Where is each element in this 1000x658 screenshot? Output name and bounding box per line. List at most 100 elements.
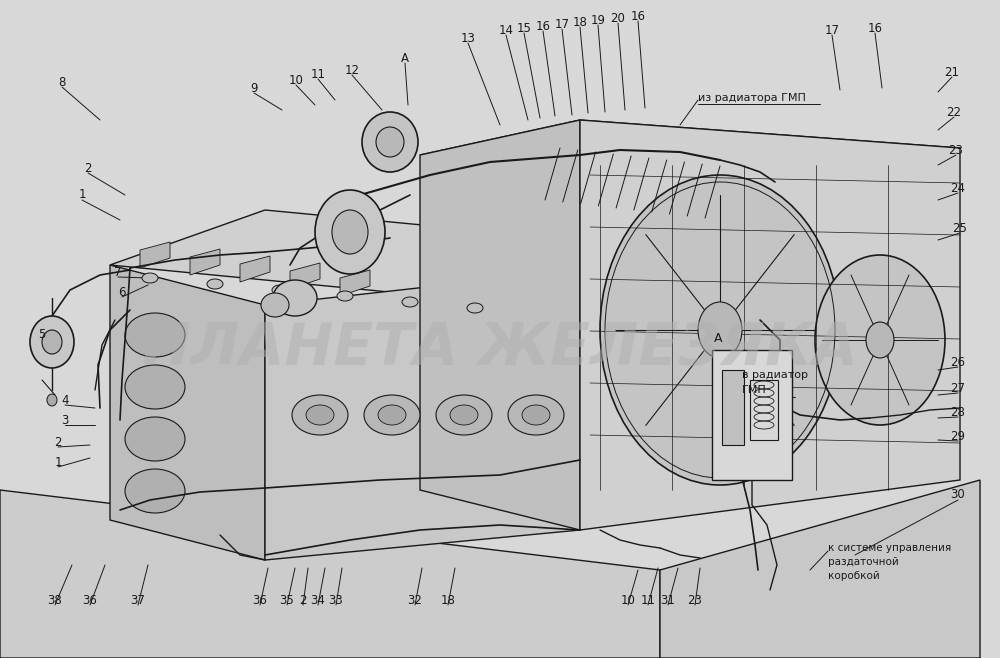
Ellipse shape (815, 255, 945, 425)
Text: 5: 5 (38, 328, 46, 342)
Ellipse shape (292, 395, 348, 435)
Text: 2: 2 (299, 594, 307, 607)
Text: 29: 29 (950, 430, 966, 442)
Text: 2: 2 (84, 161, 92, 174)
Bar (750, 380, 778, 440)
Text: 33: 33 (329, 594, 343, 607)
Text: 4: 4 (61, 393, 69, 407)
Ellipse shape (332, 210, 368, 254)
Ellipse shape (362, 112, 418, 172)
Ellipse shape (47, 394, 57, 406)
Text: из радиатора ГМП: из радиатора ГМП (698, 93, 806, 103)
Polygon shape (140, 242, 170, 268)
Text: 26: 26 (950, 355, 966, 368)
Polygon shape (190, 249, 220, 275)
Polygon shape (580, 120, 960, 530)
Polygon shape (110, 210, 580, 295)
Text: 11: 11 (640, 594, 656, 607)
Text: 17: 17 (554, 18, 570, 30)
Polygon shape (265, 270, 580, 560)
Text: 25: 25 (953, 222, 967, 234)
Polygon shape (420, 120, 580, 530)
Polygon shape (110, 265, 265, 560)
Text: 14: 14 (498, 24, 514, 36)
Ellipse shape (142, 273, 158, 283)
Text: А: А (714, 332, 722, 345)
Text: 24: 24 (950, 182, 966, 195)
Text: 1: 1 (78, 188, 86, 201)
Polygon shape (240, 256, 270, 282)
Text: 36: 36 (253, 594, 267, 607)
Ellipse shape (522, 405, 550, 425)
Ellipse shape (402, 297, 418, 307)
Text: 28: 28 (951, 405, 965, 418)
Ellipse shape (376, 127, 404, 157)
Text: 8: 8 (58, 76, 66, 88)
Ellipse shape (450, 405, 478, 425)
Polygon shape (660, 480, 980, 658)
Text: 27: 27 (950, 382, 966, 395)
Text: 1: 1 (54, 455, 62, 468)
Text: 16: 16 (536, 20, 550, 32)
Text: 18: 18 (441, 594, 455, 607)
Ellipse shape (364, 395, 420, 435)
Text: 10: 10 (289, 74, 303, 86)
Polygon shape (340, 270, 370, 296)
Ellipse shape (30, 316, 74, 368)
Ellipse shape (306, 405, 334, 425)
Bar (722, 370, 744, 445)
Text: 23: 23 (949, 143, 963, 157)
Text: 21: 21 (944, 66, 960, 78)
Ellipse shape (125, 313, 185, 357)
Ellipse shape (698, 302, 742, 358)
Text: 17: 17 (824, 24, 840, 36)
Text: 11: 11 (310, 68, 326, 80)
Text: 30: 30 (951, 488, 965, 501)
Text: A: A (401, 51, 409, 64)
Text: 23: 23 (688, 594, 702, 607)
Ellipse shape (600, 175, 840, 485)
Text: 10: 10 (621, 594, 635, 607)
Text: 16: 16 (868, 22, 883, 34)
Polygon shape (0, 490, 660, 658)
Ellipse shape (315, 190, 385, 274)
Text: 9: 9 (250, 82, 258, 95)
Text: 32: 32 (408, 594, 422, 607)
Text: 37: 37 (131, 594, 145, 607)
Text: 3: 3 (61, 413, 69, 426)
Text: в радиатор: в радиатор (742, 370, 808, 380)
Ellipse shape (508, 395, 564, 435)
Text: 38: 38 (48, 594, 62, 607)
Ellipse shape (272, 285, 288, 295)
Text: ГМП: ГМП (742, 385, 767, 395)
Ellipse shape (261, 293, 289, 317)
Text: 34: 34 (311, 594, 325, 607)
Ellipse shape (866, 322, 894, 358)
Text: 20: 20 (611, 11, 625, 24)
Bar (712, 350, 792, 480)
Text: 6: 6 (118, 286, 126, 299)
Text: 15: 15 (517, 22, 531, 34)
Text: 18: 18 (573, 16, 587, 28)
Text: 36: 36 (83, 594, 97, 607)
Polygon shape (420, 120, 960, 183)
Text: 31: 31 (661, 594, 675, 607)
Text: 35: 35 (280, 594, 294, 607)
Text: ПЛАНЕТА ЖЕЛЕЗЯКА: ПЛАНЕТА ЖЕЛЕЗЯКА (142, 320, 858, 376)
Text: 13: 13 (461, 32, 475, 45)
Text: 7: 7 (114, 265, 122, 278)
Ellipse shape (125, 469, 185, 513)
Text: 19: 19 (590, 14, 606, 26)
Ellipse shape (42, 330, 62, 354)
Polygon shape (290, 263, 320, 289)
Text: к системе управления: к системе управления (828, 543, 951, 553)
Ellipse shape (207, 279, 223, 289)
Ellipse shape (125, 365, 185, 409)
Ellipse shape (125, 417, 185, 461)
Ellipse shape (378, 405, 406, 425)
Ellipse shape (337, 291, 353, 301)
Text: коробкой: коробкой (828, 571, 880, 581)
Ellipse shape (467, 303, 483, 313)
Text: 2: 2 (54, 436, 62, 449)
Ellipse shape (273, 280, 317, 316)
